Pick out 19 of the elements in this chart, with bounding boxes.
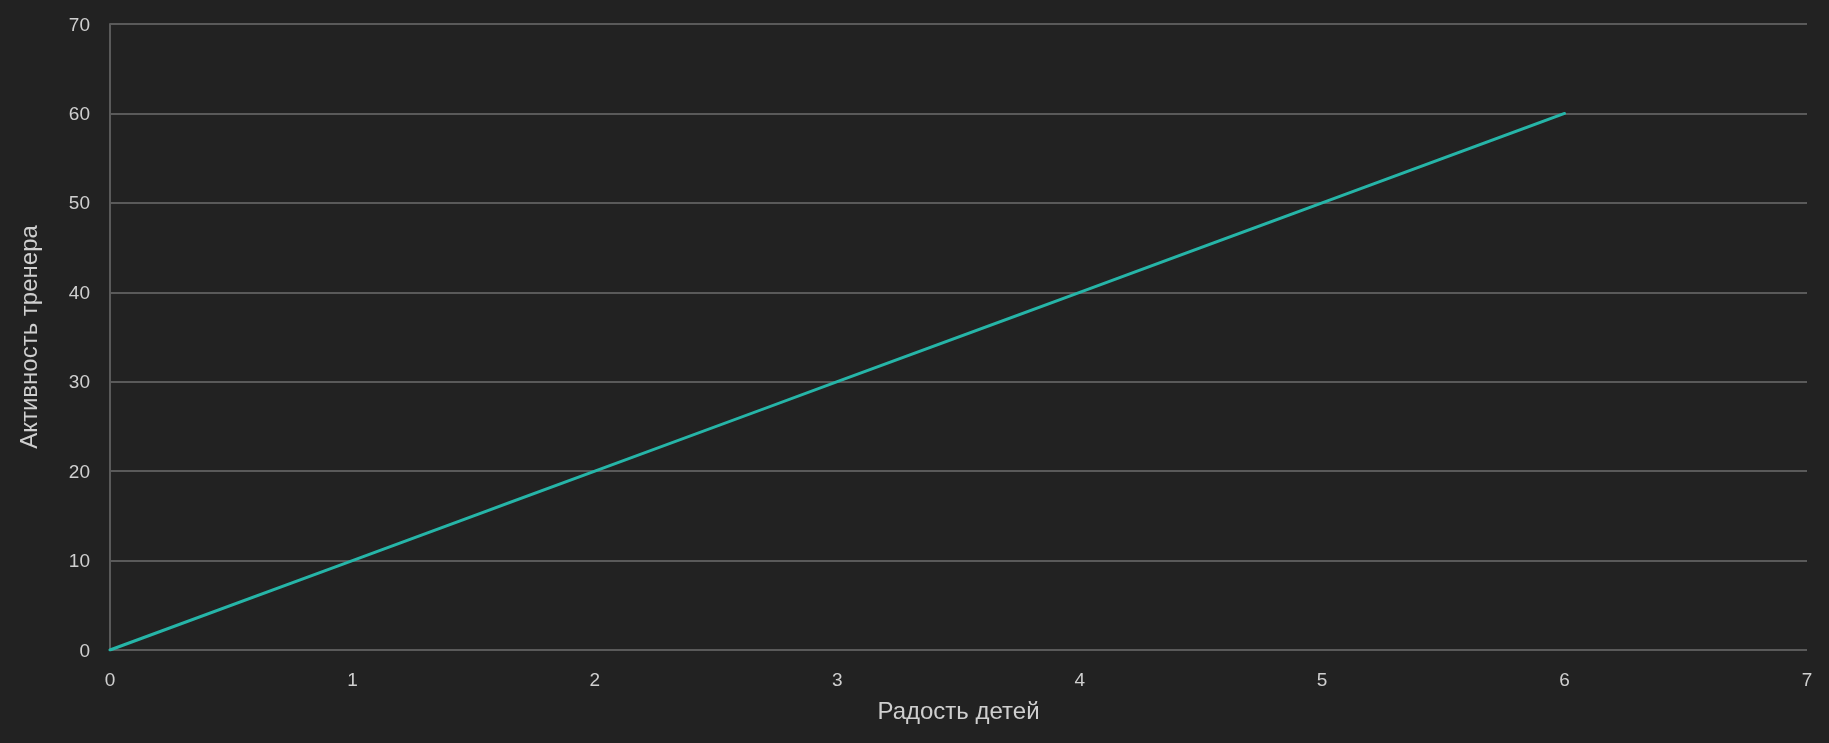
x-tick-label: 6 <box>1559 669 1570 690</box>
y-tick-label: 70 <box>68 13 90 35</box>
x-tick-label: 3 <box>832 669 843 690</box>
y-tick-label: 50 <box>68 192 90 214</box>
x-tick-label: 4 <box>1074 669 1086 690</box>
y-tick-label: 20 <box>68 460 90 482</box>
x-axis-title: Радость детей <box>877 696 1040 724</box>
x-tick-label: 0 <box>104 669 116 690</box>
line-series <box>108 111 1567 652</box>
x-tick-label: 7 <box>1801 669 1813 690</box>
y-tick-label: 0 <box>79 639 90 661</box>
x-tick-label: 2 <box>589 669 601 690</box>
x-tick-label: 1 <box>347 669 358 690</box>
y-axis-title: Активность тренера <box>14 224 42 449</box>
y-tick-label: 30 <box>68 371 90 393</box>
y-tick-label: 40 <box>68 281 90 303</box>
y-tick-label: 60 <box>68 102 90 124</box>
y-tick-label: 10 <box>68 550 90 572</box>
x-tick-label: 5 <box>1316 669 1328 690</box>
